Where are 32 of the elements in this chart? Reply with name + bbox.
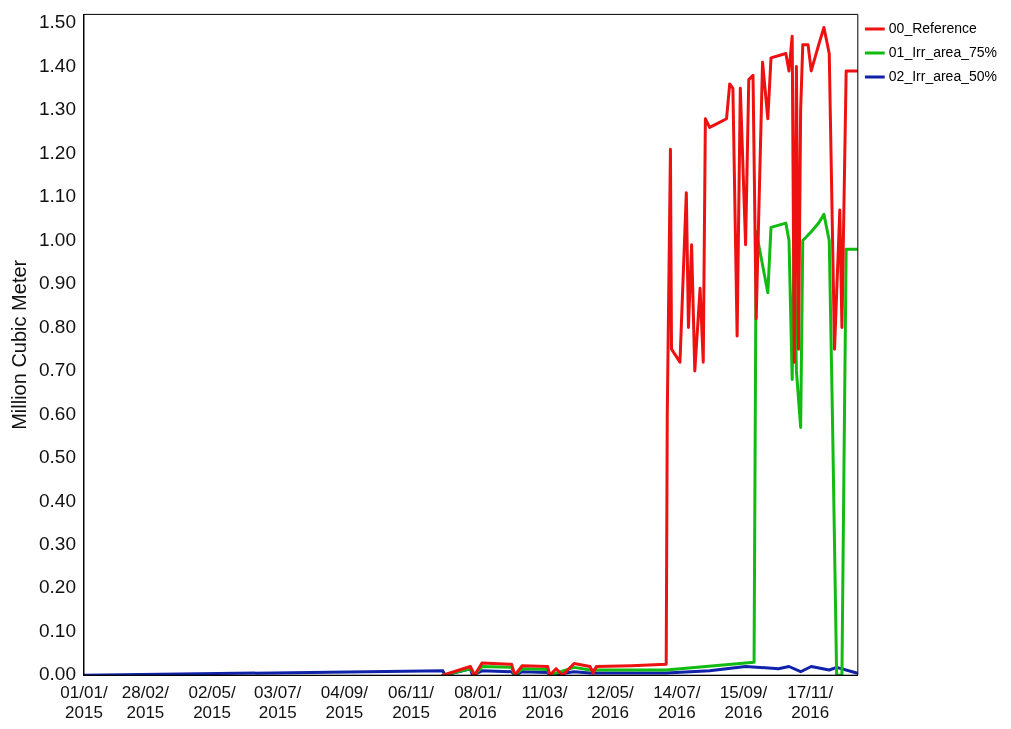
y-tick-label: 0.10: [39, 619, 76, 641]
x-tick-label: 06/11/2015: [388, 683, 435, 723]
x-tick-label: 02/05/2015: [188, 683, 236, 723]
y-axis-title: Million Cubic Meter: [7, 259, 30, 430]
y-tick-label: 1.10: [39, 185, 76, 207]
y-tick-label: 1.00: [39, 228, 76, 250]
y-tick-label: 0.50: [39, 446, 76, 468]
x-tick-label: 14/07/2016: [653, 683, 701, 723]
x-tick-label: 11/03/2016: [521, 683, 568, 723]
y-tick-label: 0.00: [39, 663, 76, 685]
x-tick-label: 01/01/2015: [60, 683, 108, 723]
x-tick-label: 15/09/2016: [719, 683, 768, 723]
y-tick-label: 1.50: [39, 11, 76, 33]
legend-label: 00_Reference: [888, 19, 977, 36]
x-tick-label: 03/07/2015: [254, 683, 302, 723]
y-tick-label: 1.20: [39, 141, 76, 163]
x-tick-label: 17/11/2016: [787, 683, 834, 723]
y-tick-label: 0.40: [39, 489, 76, 511]
legend-label: 01_Irr_area_75%: [888, 43, 997, 60]
y-tick-label: 0.20: [39, 576, 76, 598]
y-tick-label: 1.40: [39, 54, 76, 76]
y-tick-label: 1.30: [39, 98, 76, 120]
x-tick-label: 28/02/2015: [121, 683, 170, 723]
legend-label: 02_Irr_area_50%: [888, 67, 997, 84]
x-tick-label: 12/05/2016: [586, 683, 635, 723]
y-tick-label: 0.70: [39, 359, 76, 381]
x-tick-label: 04/09/2015: [320, 683, 369, 723]
x-tick-label: 08/01/2016: [454, 683, 502, 723]
y-tick-label: 0.60: [39, 402, 76, 424]
y-tick-label: 0.30: [39, 533, 76, 555]
y-tick-label: 0.80: [39, 315, 76, 337]
y-tick-label: 0.90: [39, 272, 76, 294]
